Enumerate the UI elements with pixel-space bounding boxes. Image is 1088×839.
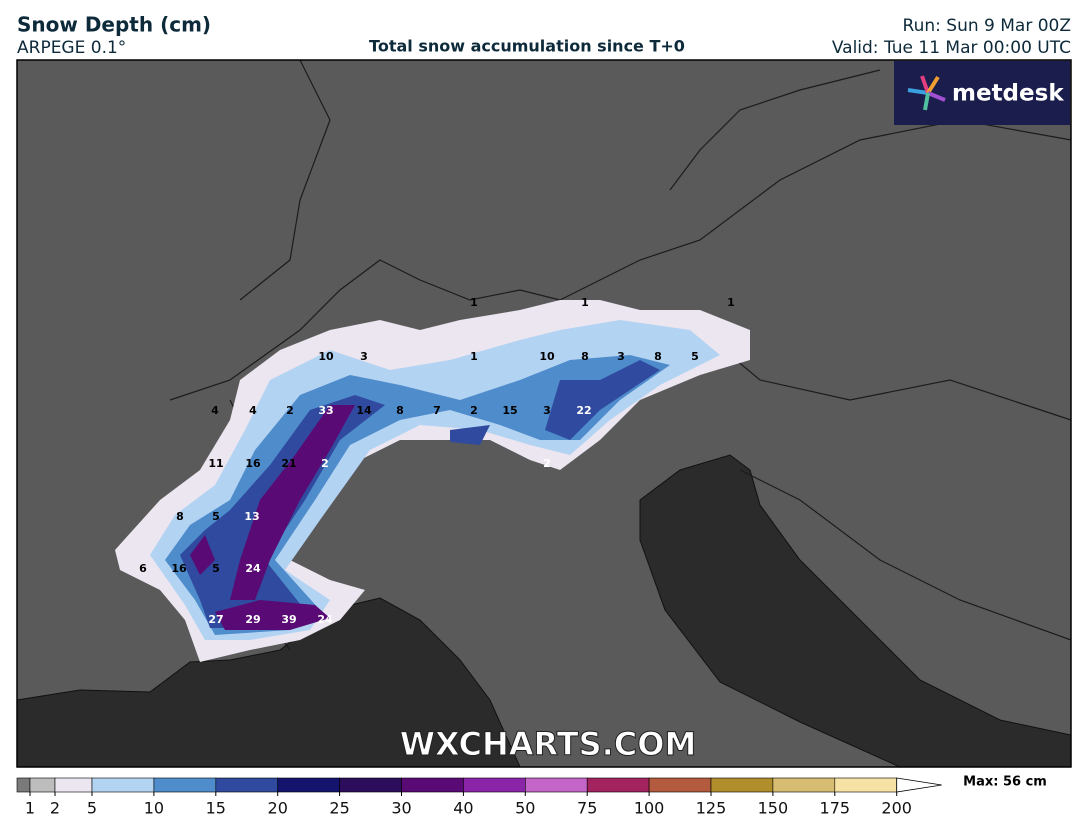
logo-text: metdesk (952, 81, 1064, 107)
point-label: 3 (360, 350, 368, 363)
colorbar-segment (91, 777, 155, 793)
colorbar-tick-label: 175 (820, 799, 851, 818)
colorbar-tick-label: 125 (696, 799, 727, 818)
colorbar-segment (401, 777, 464, 793)
point-label: 3 (617, 350, 625, 363)
logo-icon (907, 75, 946, 111)
point-label: 5 (691, 350, 699, 363)
point-label: 5 (212, 562, 220, 575)
valid: Valid: Tue 11 Mar 00:00 UTC (832, 38, 1071, 58)
point-label: 24 (317, 613, 333, 626)
point-label: 7 (433, 404, 441, 417)
point-label: 3 (543, 404, 551, 417)
colorbar-under (16, 777, 31, 793)
point-label: 8 (581, 350, 589, 363)
point-label: 13 (244, 510, 259, 523)
point-label: 1 (470, 350, 478, 363)
point-label: 5 (212, 510, 220, 523)
colorbar-segment (277, 777, 340, 793)
watermark: WXCHARTS.COM (400, 725, 697, 763)
colorbar-segment (524, 777, 588, 793)
colorbar-segment (339, 777, 402, 793)
colorbar-segment (54, 777, 93, 793)
point-label: 16 (245, 457, 261, 470)
point-label: 1 (470, 296, 478, 309)
point-label: 8 (654, 350, 662, 363)
point-label: 27 (208, 613, 223, 626)
colorbar-tick-label: 40 (453, 799, 473, 818)
colorbar-tick-label: 100 (634, 799, 665, 818)
subtitle: Total snow accumulation since T+0 (369, 37, 685, 56)
colorbar-tick-label: 50 (515, 799, 535, 818)
point-label: 10 (318, 350, 334, 363)
colorbar-tick-label: 75 (577, 799, 597, 818)
point-label: 2 (543, 457, 551, 470)
point-label: 10 (539, 350, 555, 363)
point-label: 22 (576, 404, 591, 417)
colorbar-tick-label: 2 (50, 799, 60, 818)
point-label: 2 (286, 404, 294, 417)
colorbar-segment (586, 777, 650, 793)
point-label: 14 (356, 404, 372, 417)
point-label: 8 (176, 510, 184, 523)
point-label: 39 (281, 613, 296, 626)
point-label: 2 (321, 457, 329, 470)
snow (115, 300, 750, 662)
point-label: 4 (249, 404, 257, 417)
sea (16, 597, 521, 768)
point-label: 29 (245, 613, 260, 626)
point-label: 16 (171, 562, 187, 575)
point-label: 6 (139, 562, 147, 575)
colorbar-segment (463, 777, 526, 793)
sea (639, 454, 1072, 768)
model: ARPEGE 0.1° (17, 38, 126, 58)
colorbar-segment (648, 777, 712, 793)
title: Snow Depth (cm) (17, 13, 211, 37)
point-label: 33 (318, 404, 333, 417)
colorbar-segment (153, 777, 217, 793)
point-label: 2 (470, 404, 478, 417)
point-label: 15 (502, 404, 517, 417)
colorbar-tick-label: 15 (206, 799, 226, 818)
colorbar-tick-label: 20 (268, 799, 288, 818)
map-frame (16, 59, 1072, 768)
point-label: 1 (727, 296, 735, 309)
point-label: 4 (211, 404, 219, 417)
legend: 1 2 5 10 15 20 25 30 40 50 75 100 125 150 175 200 (16, 777, 942, 818)
colorbar-tick-label: 200 (881, 799, 912, 818)
colorbar-arrow (896, 777, 942, 793)
point-label: 21 (281, 457, 296, 470)
colorbar-tick-label: 150 (758, 799, 789, 818)
colorbar-tick-label: 10 (144, 799, 164, 818)
point-label: 24 (245, 562, 261, 575)
point-label: 1 (581, 296, 589, 309)
run: Run: Sun 9 Mar 00Z (903, 16, 1071, 36)
point-label: 11 (208, 457, 223, 470)
colorbar-segment (710, 777, 774, 793)
colorbar-tick-label: 1 (25, 799, 35, 818)
colorbar-segment (215, 777, 279, 793)
colorbar-segment (29, 777, 56, 793)
colorbar-tick-label: 25 (329, 799, 349, 818)
colorbar-segment (772, 777, 836, 793)
max-label: Max: 56 cm (963, 775, 1047, 790)
colorbar-tick-label: 30 (391, 799, 411, 818)
point-label: 8 (396, 404, 404, 417)
colorbar-tick-label: 5 (87, 799, 97, 818)
map (16, 59, 1072, 768)
colorbar-segment (834, 777, 897, 793)
